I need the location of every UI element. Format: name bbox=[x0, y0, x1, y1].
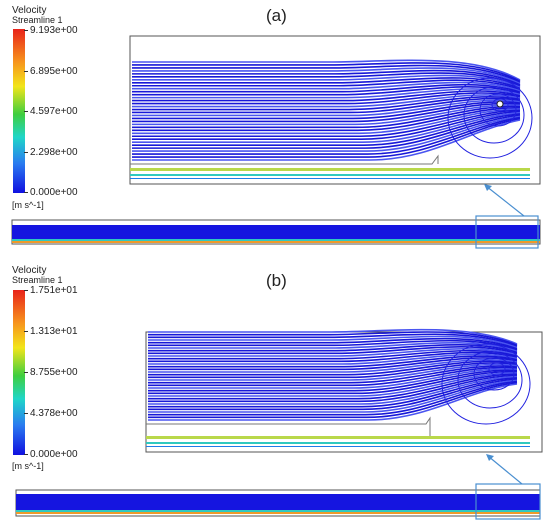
streamline bbox=[148, 368, 518, 389]
legend-subtitle: Streamline 1 bbox=[12, 15, 63, 25]
wall-layer bbox=[130, 168, 530, 171]
streamline bbox=[148, 372, 518, 397]
streamline bbox=[148, 380, 518, 416]
vortex-core bbox=[496, 100, 504, 108]
panel-a: Velocity Streamline 1 9.193e+00 6.895e+0… bbox=[0, 0, 550, 264]
streamline bbox=[132, 81, 521, 92]
streamline bbox=[132, 77, 521, 90]
legend-tick: 8.755e+00 bbox=[24, 367, 78, 378]
zoom-box bbox=[475, 483, 541, 520]
zoom-arrow bbox=[485, 185, 525, 217]
legend-subtitle: Streamline 1 bbox=[12, 275, 63, 285]
legend-units: [m s^-1] bbox=[12, 200, 44, 210]
streamline bbox=[148, 328, 518, 345]
streamline bbox=[148, 370, 518, 395]
legend-units: [m s^-1] bbox=[12, 461, 44, 471]
streamline bbox=[148, 333, 518, 348]
zoom-arrow bbox=[487, 455, 523, 485]
streamline bbox=[132, 119, 521, 161]
streamline bbox=[132, 67, 521, 85]
streamline bbox=[132, 118, 521, 158]
legend-tick: 2.298e+00 bbox=[24, 147, 78, 158]
vortex bbox=[441, 343, 531, 425]
streamline bbox=[148, 335, 518, 349]
streamline bbox=[132, 115, 521, 152]
streamline bbox=[132, 74, 521, 89]
legend-title: Velocity bbox=[12, 5, 47, 16]
streamline bbox=[148, 366, 518, 387]
streamline bbox=[132, 90, 521, 102]
flow-diagram-a bbox=[11, 35, 541, 249]
color-bar bbox=[13, 29, 25, 193]
vortex bbox=[447, 77, 533, 159]
legend-tick: 4.378e+00 bbox=[24, 408, 78, 419]
streamline bbox=[132, 111, 521, 143]
flow-diagram-b bbox=[15, 328, 543, 520]
streamline bbox=[132, 64, 521, 84]
streamline bbox=[132, 95, 521, 111]
streamline bbox=[148, 377, 518, 408]
streamline bbox=[148, 363, 518, 381]
streamline bbox=[148, 360, 518, 376]
streamline bbox=[148, 375, 518, 405]
streamline bbox=[132, 108, 521, 135]
streamline bbox=[148, 369, 518, 392]
streamline bbox=[148, 379, 518, 413]
legend-tick: 0.000e+00 bbox=[24, 187, 78, 198]
streamline bbox=[148, 331, 518, 346]
streamline bbox=[132, 79, 521, 91]
panel-label: (b) bbox=[266, 271, 287, 290]
streamline bbox=[148, 355, 518, 368]
streamline bbox=[148, 348, 518, 357]
streamline bbox=[148, 383, 518, 421]
streamline bbox=[132, 107, 521, 132]
legend-tick: 6.895e+00 bbox=[24, 66, 78, 77]
legend-tick: 1.313e+01 bbox=[24, 326, 78, 337]
streamline bbox=[132, 94, 521, 108]
streamline bbox=[148, 346, 518, 355]
streamline bbox=[132, 59, 521, 81]
legend-tick: 4.597e+00 bbox=[24, 106, 78, 117]
zoom-box bbox=[475, 215, 539, 249]
streamline bbox=[132, 113, 521, 146]
streamline bbox=[132, 88, 521, 99]
wall-layer bbox=[146, 436, 530, 439]
streamline bbox=[148, 378, 518, 411]
legend-tick: 9.193e+00 bbox=[24, 25, 78, 36]
streamline bbox=[148, 344, 518, 354]
streamline bbox=[132, 99, 521, 117]
streamline bbox=[148, 358, 518, 373]
streamline bbox=[148, 342, 518, 353]
panel-label: (a) bbox=[266, 6, 287, 25]
domain-outline bbox=[129, 35, 541, 185]
streamline bbox=[148, 337, 518, 350]
legend-tick: 0.000e+00 bbox=[24, 449, 78, 460]
streamline bbox=[132, 69, 521, 86]
panel-b: Velocity Streamline 1 1.751e+01 1.313e+0… bbox=[0, 264, 550, 529]
streamline bbox=[132, 62, 521, 82]
streamline bbox=[148, 374, 518, 403]
streamline bbox=[132, 110, 521, 141]
streamline bbox=[148, 353, 518, 365]
streamline bbox=[132, 109, 521, 138]
streamline bbox=[132, 86, 521, 96]
streamlines bbox=[132, 59, 521, 161]
legend-tick: 1.751e+01 bbox=[24, 285, 78, 296]
streamline bbox=[148, 381, 518, 419]
streamline bbox=[132, 116, 521, 155]
streamline bbox=[148, 351, 518, 363]
color-bar bbox=[13, 290, 25, 455]
streamlines bbox=[148, 328, 518, 421]
legend-title: Velocity bbox=[12, 265, 47, 276]
streamline bbox=[132, 114, 521, 149]
streamline bbox=[148, 365, 518, 384]
